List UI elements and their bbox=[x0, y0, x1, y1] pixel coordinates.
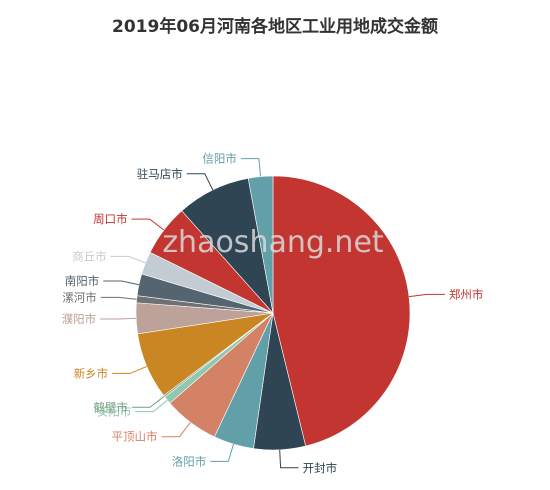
label-leader-line bbox=[110, 255, 146, 264]
watermark: zhaoshang.net bbox=[162, 225, 384, 260]
slice-label: 驻马店市 bbox=[137, 167, 183, 181]
slice-label: 商丘市 bbox=[72, 249, 107, 263]
label-leader-line bbox=[103, 280, 140, 286]
label-leader-line bbox=[100, 317, 137, 320]
slice-label: 南阳市 bbox=[65, 274, 100, 288]
label-leader-line bbox=[240, 158, 261, 177]
slice-label: 安阳市 bbox=[97, 405, 132, 419]
slice-label: 漯河市 bbox=[62, 290, 97, 304]
label-leader-line bbox=[132, 395, 165, 408]
chart-title: 2019年06月河南各地区工业用地成交金额 bbox=[112, 17, 438, 37]
label-leader-line bbox=[279, 449, 299, 469]
label-leader-line bbox=[210, 444, 234, 462]
slice-label: 新乡市 bbox=[74, 366, 109, 380]
label-leader-line bbox=[186, 173, 214, 191]
pie-slice[interactable] bbox=[272, 175, 411, 447]
slice-label: 信阳市 bbox=[202, 152, 237, 166]
label-leader-line bbox=[135, 399, 168, 413]
slice-label: 鹤壁市 bbox=[94, 400, 129, 414]
slice-label: 郑州市 bbox=[449, 287, 484, 301]
label-leader-line bbox=[100, 296, 137, 300]
label-leader-line bbox=[112, 365, 147, 374]
slice-label: 洛阳市 bbox=[172, 454, 207, 468]
slice-label: 濮阳市 bbox=[62, 312, 97, 326]
pie-slices bbox=[135, 175, 411, 451]
label-leader-line bbox=[161, 421, 191, 438]
label-leader-line bbox=[408, 293, 445, 298]
slice-label: 开封市 bbox=[303, 461, 338, 475]
slice-label: 周口市 bbox=[93, 212, 128, 226]
label-leader-line bbox=[131, 218, 165, 231]
slice-label: 平顶山市 bbox=[112, 430, 158, 444]
